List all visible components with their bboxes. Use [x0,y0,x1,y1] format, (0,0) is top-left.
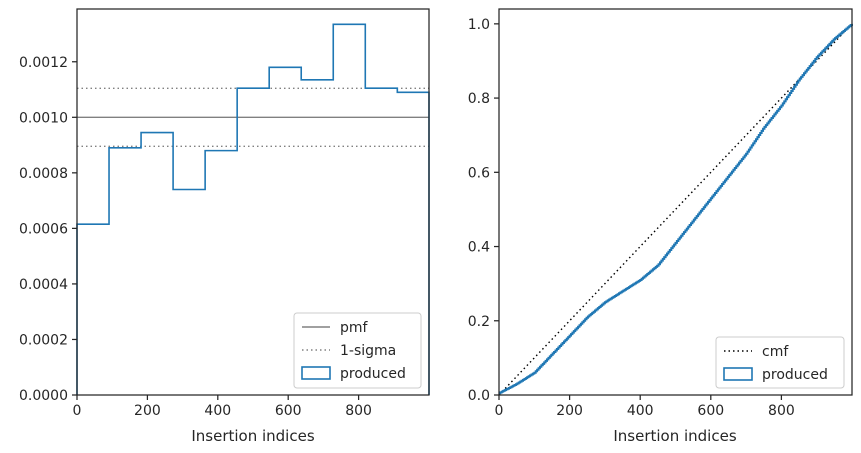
pmf-plot-area [76,23,430,395]
pmf-y-tick-label: 0.0004 [19,277,68,293]
pmf-y-tick-label: 0.0000 [19,388,68,404]
cmf-y-tick-label: 0.2 [468,314,490,330]
cmf-x-axis-label: Insertion indices [613,427,736,445]
pmf-x-tick-label: 800 [345,403,372,419]
pmf-y-tick-label: 0.0002 [19,332,68,348]
pmf-y-tick-label: 0.0008 [19,166,68,182]
pmf-x-tick-label: 0 [73,403,82,419]
legend-label: produced [762,367,828,383]
pmf-x-tick-label: 400 [204,403,231,419]
cmf-legend: cmf produced [715,336,845,389]
cmf-y-tick-label: 0.6 [468,165,490,181]
cmf-legend-box [715,336,845,389]
legend-label: cmf [762,344,789,360]
pmf-axes-frame [76,8,430,396]
pmf-legend-box [293,312,422,389]
cmf-x-tick-label: 200 [556,403,583,419]
pmf-histogram-panel: 0 200 400 600 800 0.00000.00020.00040.00060.… [19,8,430,445]
cmf-y-tick-label: 0.8 [468,91,490,107]
pmf-y-tick-label: 0.0012 [19,55,68,71]
cmf-x-tick-label: 0 [495,403,504,419]
legend-label: 1-sigma [340,343,396,359]
pmf-y-tick-label: 0.0006 [19,221,68,237]
pmf-x-axis-label: Insertion indices [191,427,314,445]
cmf-y-ticks: 0.0 0.2 0.4 0.6 0.8 1.0 [468,17,499,404]
cmf-axes-frame [498,8,853,396]
cmf-x-ticks: 0 200 400 600 800 [495,395,795,419]
cmf-y-tick-label: 1.0 [468,17,490,33]
pmf-y-ticks: 0.0000 0.0002 0.0004 0.0006 0.0008 0.0010 0.00… [19,55,77,404]
legend-label: produced [340,366,406,382]
produced-histogram-step [76,23,430,395]
produced-cmf-step [499,23,853,395]
cmf-panel: 0 200 400 600 800 0.0 0.2 0.4 0.6 0.8 1.0 Inserti… [468,8,853,445]
cmf-x-tick-label: 600 [697,403,724,419]
pmf-y-tick-label: 0.0010 [19,110,68,126]
cmf-plot-area [498,23,853,396]
legend-label: pmf [340,320,369,336]
cmf-y-tick-label: 0.0 [468,388,490,404]
cmf-x-tick-label: 400 [627,403,654,419]
pmf-x-tick-label: 200 [134,403,161,419]
cmf-x-tick-label: 800 [768,403,795,419]
legend-swatch-produced [723,367,753,381]
pmf-x-tick-label: 600 [275,403,302,419]
cmf-y-tick-label: 0.4 [468,240,490,256]
legend-swatch-produced [301,366,331,380]
pmf-legend: pmf 1-sigma produced [293,312,422,389]
pmf-x-ticks: 0 200 400 600 800 [73,395,372,419]
